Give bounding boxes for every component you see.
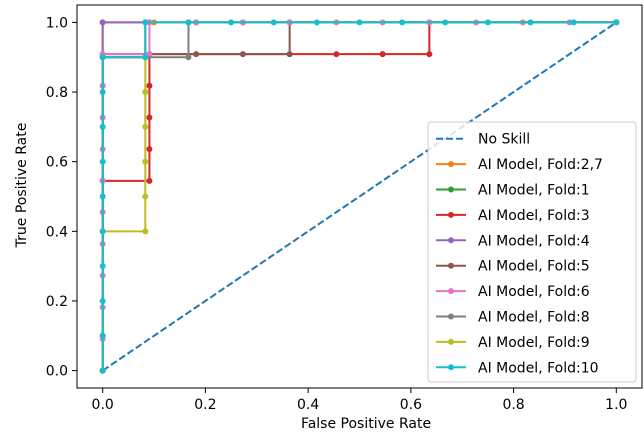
data-point	[99, 19, 106, 26]
legend-label: AI Model, Fold:6	[478, 284, 590, 300]
x-tick-label: 0.2	[194, 397, 216, 413]
y-tick-label: 0.2	[46, 294, 68, 310]
y-tick-label: 0.8	[46, 85, 68, 101]
legend-label: AI Model, Fold:8	[478, 310, 590, 326]
series-layer	[99, 19, 620, 374]
legend-item: AI Model, Fold:3	[436, 208, 590, 224]
data-point	[185, 54, 192, 61]
series-line	[102, 21, 617, 372]
data-point	[142, 89, 149, 96]
legend-marker	[448, 338, 454, 345]
legend-label: AI Model, Fold:1	[478, 183, 590, 199]
data-point	[270, 19, 277, 26]
data-point	[142, 193, 149, 200]
legend-label: No Skill	[478, 132, 530, 148]
legend-marker	[448, 211, 454, 218]
data-point	[399, 19, 406, 26]
legend-item: AI Model, Fold:4	[436, 233, 590, 249]
data-point	[146, 51, 153, 58]
legend-label: AI Model, Fold:9	[478, 335, 590, 351]
data-point	[426, 51, 433, 58]
data-point	[99, 54, 106, 61]
legend-label: AI Model, Fold:2,7	[478, 157, 603, 173]
y-tick-label: 0.0	[46, 364, 68, 380]
legend-item: AI Model, Fold:2,7	[436, 157, 603, 173]
legend-box	[427, 121, 637, 383]
data-point	[228, 19, 235, 26]
data-point	[99, 332, 106, 339]
x-tick-label: 1.0	[605, 397, 627, 413]
x-axis-label: False Positive Rate	[301, 416, 431, 432]
data-point	[356, 19, 363, 26]
y-tick-label: 1.0	[46, 15, 68, 31]
data-point	[185, 19, 192, 26]
axes-frame	[76, 4, 643, 389]
x-tick-label: 0.4	[297, 397, 319, 413]
legend-label: AI Model, Fold:3	[478, 208, 590, 224]
legend-marker	[448, 186, 454, 193]
y-tick-label: 0.4	[46, 224, 68, 240]
data-point	[99, 89, 106, 96]
x-tick-label: 0.0	[92, 397, 114, 413]
data-point	[142, 158, 149, 165]
legend-marker	[448, 262, 454, 269]
legend-label: AI Model, Fold:10	[478, 360, 599, 376]
data-point	[333, 51, 340, 58]
data-point	[142, 228, 149, 235]
data-point	[99, 123, 106, 130]
legend: No Skill AI Model, Fold:2,7 AI Model, Fold…	[427, 121, 637, 383]
data-point	[99, 193, 106, 200]
data-point	[484, 19, 491, 26]
x-tick-label: 0.8	[502, 397, 524, 413]
x-tick-label: 0.6	[400, 397, 422, 413]
data-point	[239, 51, 246, 58]
legend-label: AI Model, Fold:4	[478, 233, 590, 249]
legend-marker	[448, 237, 454, 244]
legend-item: AI Model, Fold:10	[436, 360, 599, 376]
y-tick-label: 0.6	[46, 155, 68, 171]
data-point	[99, 263, 106, 270]
data-point	[193, 51, 200, 58]
data-point	[146, 146, 153, 153]
legend-item: AI Model, Fold:8	[436, 310, 590, 326]
data-point	[146, 177, 153, 184]
y-axis-label: True Positive Rate	[14, 123, 30, 249]
data-point	[313, 19, 320, 26]
legend-item: No Skill	[436, 132, 530, 148]
legend-item: AI Model, Fold:9	[436, 335, 590, 351]
data-point	[379, 51, 386, 58]
data-point	[286, 51, 293, 58]
data-point	[142, 19, 149, 26]
data-point	[142, 123, 149, 130]
legend-marker	[448, 313, 454, 320]
legend-marker	[448, 364, 454, 371]
data-point	[142, 54, 149, 61]
data-point	[613, 19, 620, 26]
data-point	[99, 158, 106, 165]
data-point	[99, 297, 106, 304]
legend-label: AI Model, Fold:5	[478, 259, 590, 275]
legend-marker	[448, 288, 454, 295]
legend-item: AI Model, Fold:1	[436, 183, 590, 199]
data-point	[146, 114, 153, 121]
legend-item: AI Model, Fold:6	[436, 284, 590, 300]
data-point	[570, 19, 577, 26]
series-0	[102, 21, 617, 372]
data-point	[442, 19, 449, 26]
data-point	[99, 367, 106, 374]
data-point	[527, 19, 534, 26]
legend-item: AI Model, Fold:5	[436, 259, 590, 275]
series-9	[99, 19, 620, 374]
data-point	[146, 82, 153, 89]
data-point	[99, 228, 106, 235]
legend-marker	[448, 161, 454, 168]
axes-layer: 0.0 0.2 0.4 0.6 0.8 1.0 0.0 0.2 0.4 0.6 0.8 1.0	[46, 4, 643, 413]
